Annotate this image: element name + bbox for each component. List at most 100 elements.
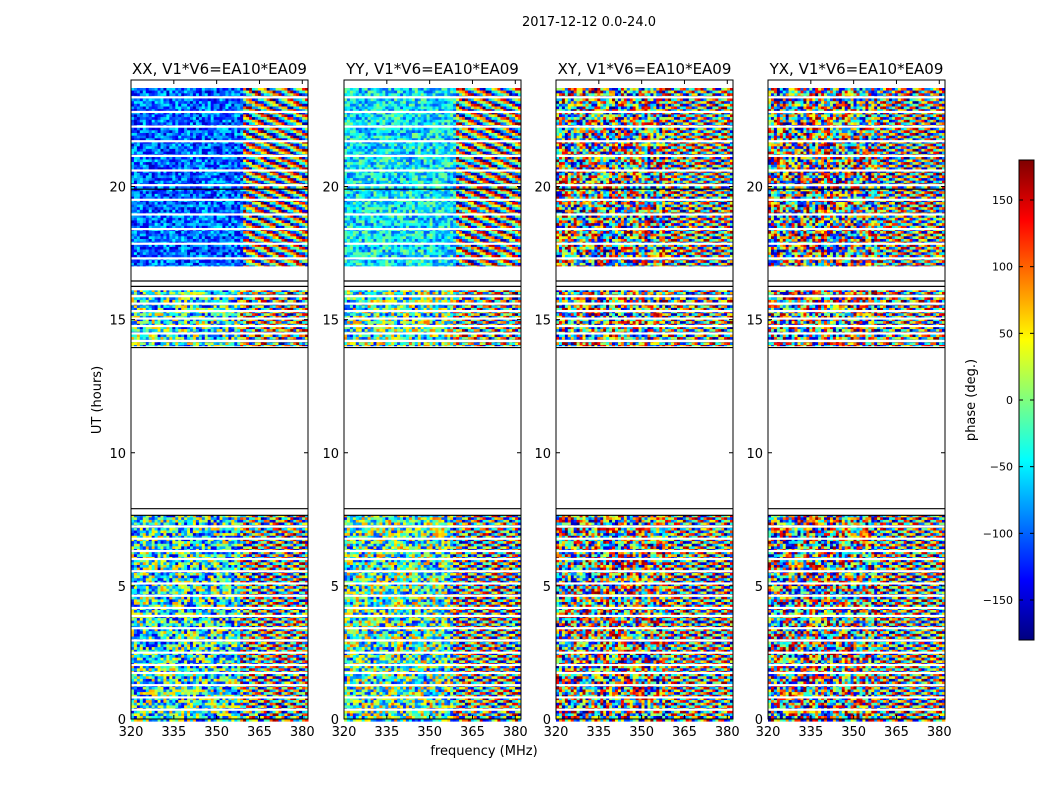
x-tick-label: 350 [204,725,229,740]
gap-row [556,558,733,560]
gap-row [131,243,308,245]
gap-row [768,169,945,171]
gap-row [768,96,945,98]
gap-row [344,332,521,334]
gap-row [131,257,308,259]
gap-row [768,111,945,113]
figure-suptitle: 2017-12-12 0.0-24.0 [522,15,656,30]
gap-row [131,332,308,334]
gap-row [131,140,308,142]
x-tick-label: 380 [503,725,528,740]
no-data-region [131,80,308,88]
no-data-region [131,346,308,514]
colorbar-tick-label: −150 [983,594,1013,607]
gap-row [344,550,521,552]
gap-row [556,595,733,597]
gap-row [768,684,945,686]
gap-row [344,639,521,641]
gap-row [556,525,733,527]
gap-row [131,228,308,230]
gap-row [768,140,945,142]
gap-row [131,615,308,617]
colorbar-label: phase (deg.) [964,359,979,441]
gap-row [768,582,945,584]
panel-title: XX, V1*V6=EA10*EA09 [132,60,307,78]
gap-row [556,111,733,113]
gap-row [768,325,945,327]
no-data-region [556,346,733,514]
x-tick-label: 335 [374,725,399,740]
gap-row [344,125,521,127]
gap-row [344,325,521,327]
gap-row [556,243,733,245]
gap-row [131,595,308,597]
panel-title: YX, V1*V6=EA10*EA09 [769,60,944,78]
gap-row [768,558,945,560]
x-tick-label: 380 [927,725,952,740]
gap-row [344,243,521,245]
gap-row [768,550,945,552]
gap-row [768,243,945,245]
gap-row [131,184,308,186]
y-tick-label: 20 [109,181,126,196]
gap-row [768,615,945,617]
x-tick-label: 380 [290,725,315,740]
x-tick-label: 350 [629,725,654,740]
gap-row [131,525,308,527]
gap-row [556,652,733,654]
gap-row [556,257,733,259]
gap-row [344,111,521,113]
gap-row [131,607,308,609]
gap-row [556,570,733,572]
gap-row [131,582,308,584]
gap-row [344,615,521,617]
gap-row [768,696,945,698]
colorbar-tick-label: −100 [983,527,1013,540]
gap-row [768,570,945,572]
gap-row [131,325,308,327]
y-tick-label: 10 [746,447,763,462]
gap-row [344,184,521,186]
y-tick-label: 5 [543,580,551,595]
colorbar-tick-label: 50 [999,327,1013,340]
x-tick-label: 365 [672,725,697,740]
gap-row [131,684,308,686]
no-data-region [768,346,945,514]
gap-row [131,664,308,666]
gap-row [344,684,521,686]
gap-row [344,595,521,597]
y-tick-label: 0 [543,713,551,728]
gap-row [344,652,521,654]
gap-row [344,257,521,259]
gap-row [344,582,521,584]
gap-row [556,332,733,334]
y-tick-label: 20 [534,181,551,196]
y-tick-label: 15 [746,314,763,329]
gap-row [768,257,945,259]
gap-row [131,652,308,654]
gap-row [768,228,945,230]
gap-row [556,303,733,305]
gap-row [768,340,945,342]
x-tick-label: 365 [884,725,909,740]
gap-row [768,664,945,666]
gap-row [556,228,733,230]
gap-row [556,340,733,342]
gap-row [131,696,308,698]
panel-title: YY, V1*V6=EA10*EA09 [345,60,519,78]
gap-row [556,325,733,327]
x-tick-label: 350 [841,725,866,740]
gap-row [344,696,521,698]
gap-row [768,627,945,629]
no-data-region [344,80,521,88]
x-tick-label: 365 [460,725,485,740]
gap-row [131,199,308,201]
gap-row [556,582,733,584]
gap-row [344,558,521,560]
figure: 2017-12-12 0.0-24.0 frequency (MHz) UT (… [0,0,1050,800]
gap-row [556,140,733,142]
gap-row [768,125,945,127]
